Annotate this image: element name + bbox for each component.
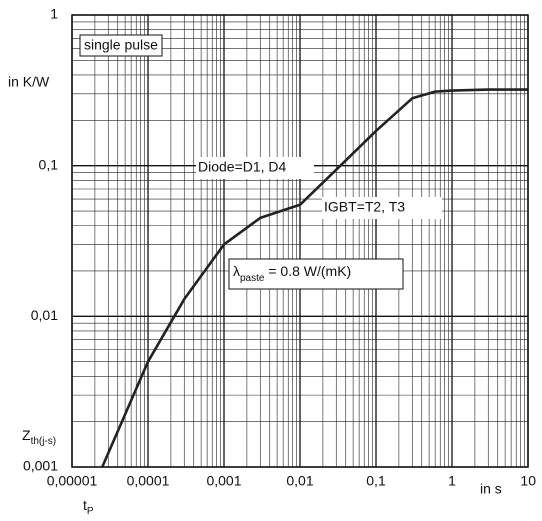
symbol: λ (233, 263, 240, 279)
x-tick-label: 1 (448, 473, 456, 489)
x-tick-label: 0,1 (366, 473, 386, 489)
x-tick-label: 10 (520, 473, 536, 489)
y-label-sub: th(j-s) (31, 436, 57, 447)
y-label-main: Z (22, 427, 31, 443)
annotation-bg (322, 197, 442, 219)
x-label: tP (83, 497, 94, 517)
annotation-bg (196, 157, 314, 179)
x-tick-label: 0,00001 (47, 473, 98, 489)
annotations: single pulse Diode=D1, D4 IGBT=T2, T3 λp… (79, 34, 442, 290)
annotation: Diode=D1, D4 (198, 159, 287, 175)
y-tick-label: 0,1 (39, 156, 59, 172)
x-tick-label: 0,0001 (127, 473, 170, 489)
y-tick-label: 0,01 (31, 307, 58, 323)
y-tick-label: 1 (50, 6, 58, 22)
annotation: λpaste = 0.8 W/(mK) (233, 263, 351, 284)
x-label-main: t (83, 497, 87, 513)
plot-frame (71, 14, 529, 468)
annotation-box (228, 258, 404, 290)
y-unit: in K/W (8, 74, 50, 90)
annotation-text: = 0.8 W/(mK) (264, 263, 351, 279)
y-tick-label: 0,001 (23, 458, 58, 474)
x-tick-label: 0,001 (206, 473, 241, 489)
subscript: paste (240, 273, 265, 284)
annotation-box (79, 34, 163, 57)
plot (101, 88, 528, 468)
y-label: Zth(j-s) (22, 427, 56, 447)
x-label-sub: P (87, 506, 94, 517)
grid (71, 14, 529, 468)
annotation: single pulse (84, 37, 158, 53)
x-unit: in s (480, 481, 502, 497)
annotation: IGBT=T2, T3 (324, 199, 405, 215)
curve (101, 88, 528, 468)
x-tick-label: 0,01 (286, 473, 313, 489)
